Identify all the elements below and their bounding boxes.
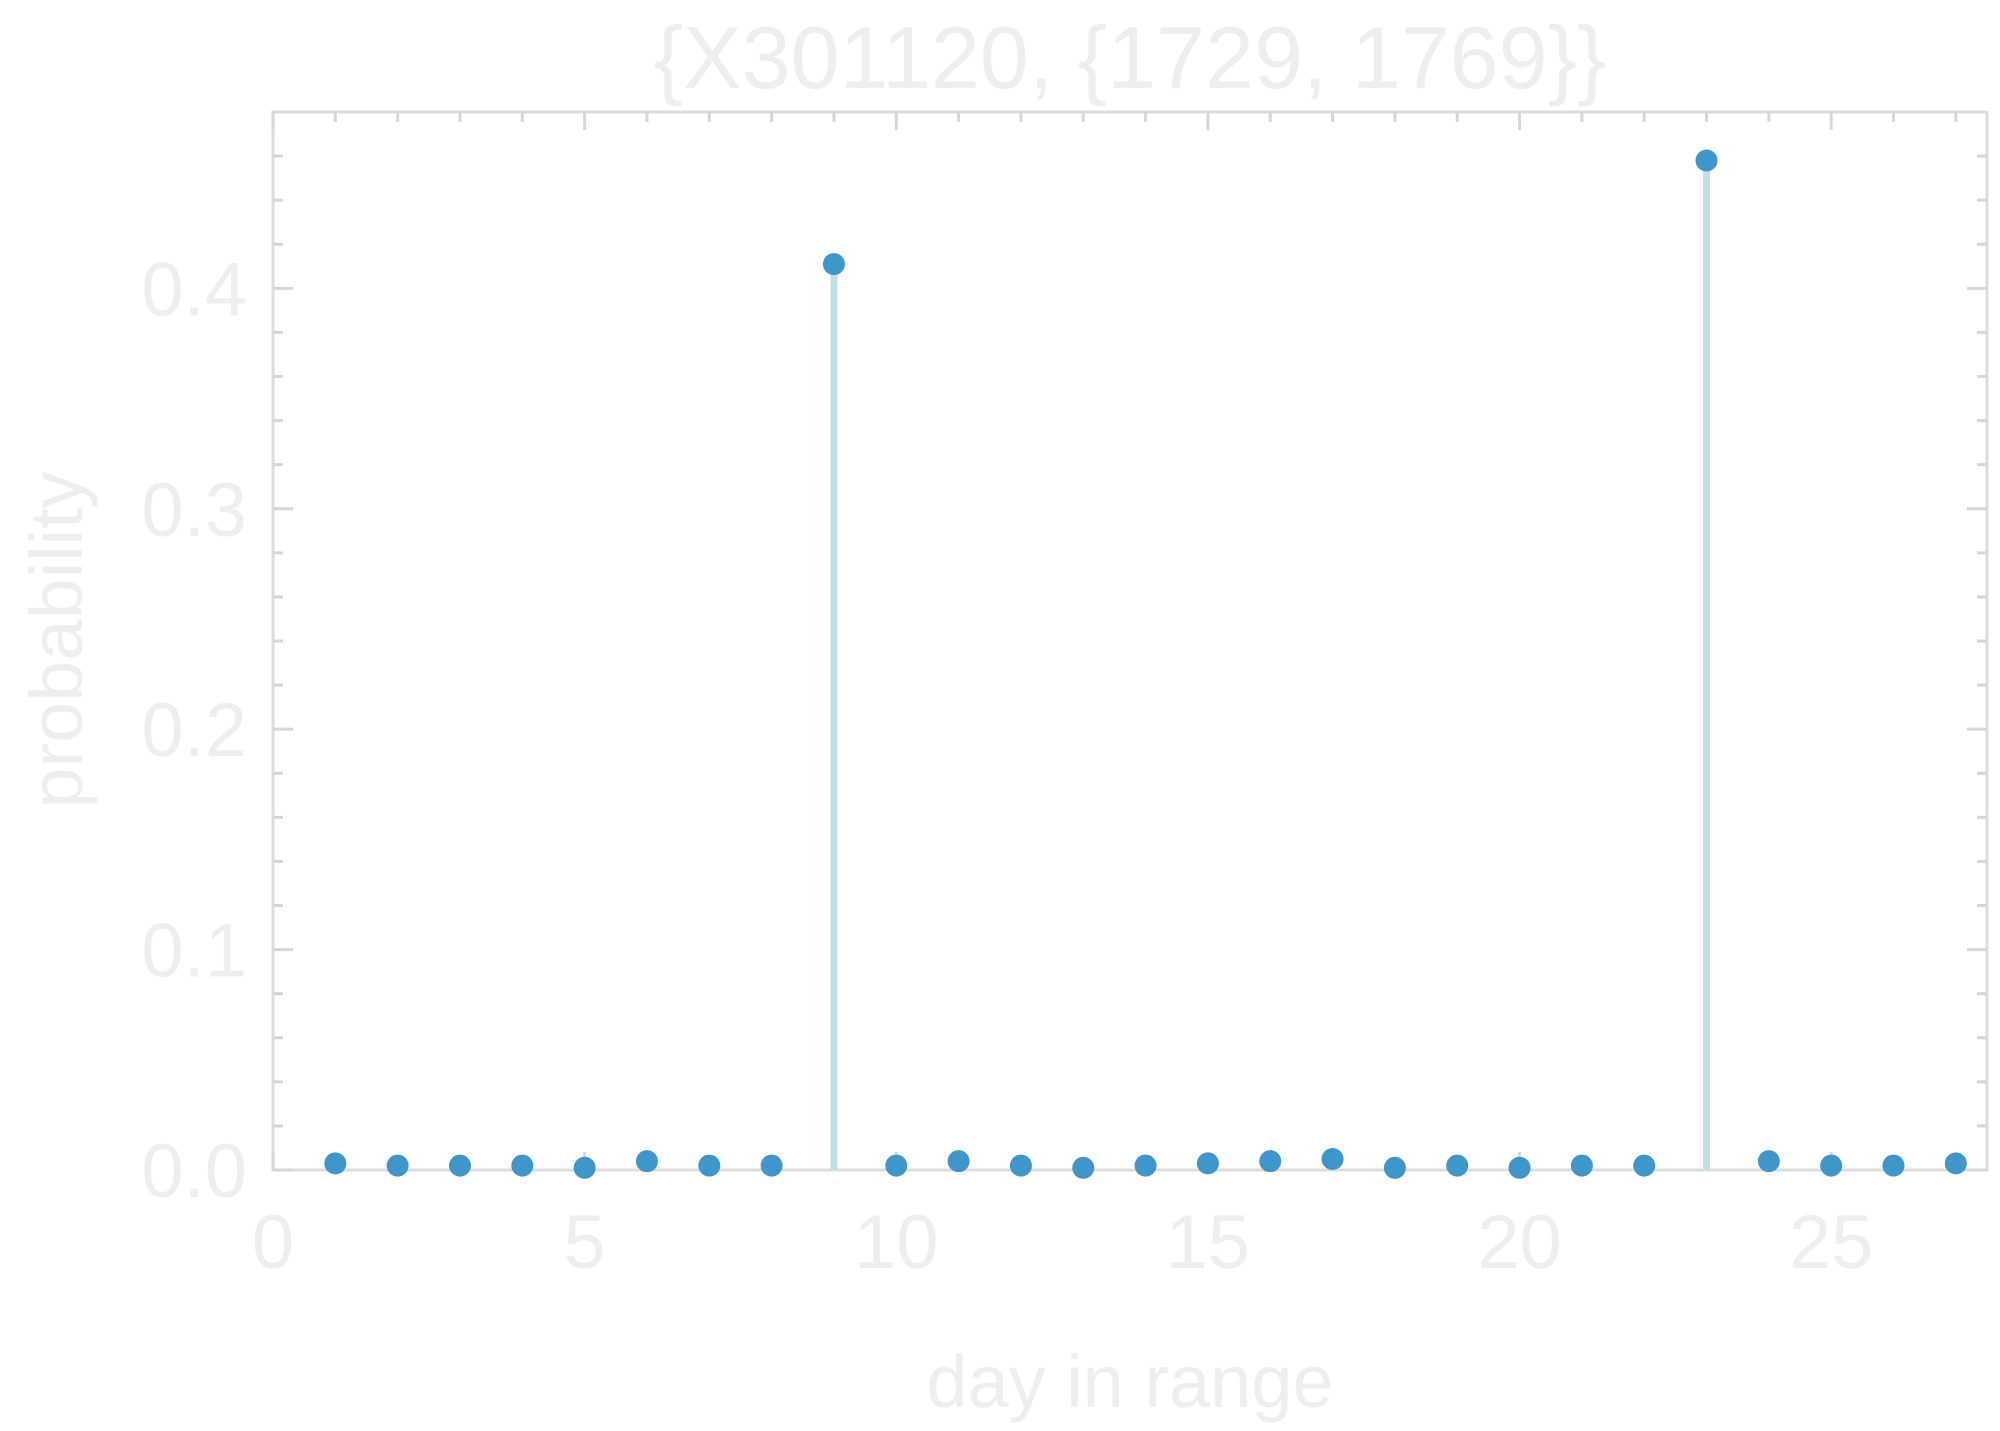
- data-point: [822, 253, 845, 276]
- data-point: [635, 1150, 658, 1173]
- chart-title: {X301120, {1729, 1769}}: [654, 8, 1607, 107]
- data-point: [386, 1154, 409, 1177]
- x-tick-label: 0: [252, 1200, 294, 1285]
- axis-ticks: [271, 112, 1987, 1172]
- data-point: [1259, 1150, 1282, 1173]
- y-tick-labels: 0.0 0.1 0.2 0.3 0.4: [141, 247, 247, 1214]
- data-point: [885, 1154, 908, 1177]
- x-tick-label: 25: [1789, 1200, 1874, 1285]
- y-tick-label: 0.4: [141, 247, 247, 332]
- stems: [331, 160, 1960, 1170]
- y-axis-label: probability: [15, 471, 98, 808]
- x-axis-label: day in range: [926, 1340, 1333, 1423]
- plot-frame: [271, 110, 1989, 1172]
- data-points: [324, 149, 1967, 1179]
- data-point: [1134, 1154, 1157, 1177]
- y-tick-label: 0.3: [141, 468, 247, 553]
- data-point: [1321, 1147, 1344, 1170]
- data-point: [947, 1150, 970, 1173]
- data-point: [511, 1154, 534, 1177]
- x-tick-label: 15: [1166, 1200, 1251, 1285]
- data-point: [1446, 1154, 1469, 1177]
- data-point: [324, 1152, 347, 1175]
- data-point: [698, 1154, 721, 1177]
- x-tick-labels: 0 5 10 15 20 25: [252, 1200, 1874, 1285]
- data-point: [1695, 149, 1718, 172]
- y-tick-label: 0.0: [141, 1129, 247, 1214]
- data-point: [1009, 1154, 1032, 1177]
- data-point: [1757, 1150, 1780, 1173]
- data-point: [1570, 1154, 1593, 1177]
- data-point: [1196, 1152, 1219, 1175]
- data-point: [1882, 1154, 1905, 1177]
- data-point: [573, 1156, 596, 1179]
- data-point: [448, 1154, 471, 1177]
- data-point: [1072, 1156, 1095, 1179]
- x-tick-label: 20: [1477, 1200, 1562, 1285]
- x-tick-label: 10: [854, 1200, 939, 1285]
- data-point: [1383, 1156, 1406, 1179]
- y-tick-label: 0.1: [141, 909, 247, 994]
- y-tick-label: 0.2: [141, 688, 247, 773]
- data-point: [1944, 1152, 1967, 1175]
- x-tick-label: 5: [563, 1200, 605, 1285]
- data-point: [1820, 1154, 1843, 1177]
- data-point: [1508, 1156, 1531, 1179]
- data-point: [760, 1154, 783, 1177]
- data-point: [1633, 1154, 1656, 1177]
